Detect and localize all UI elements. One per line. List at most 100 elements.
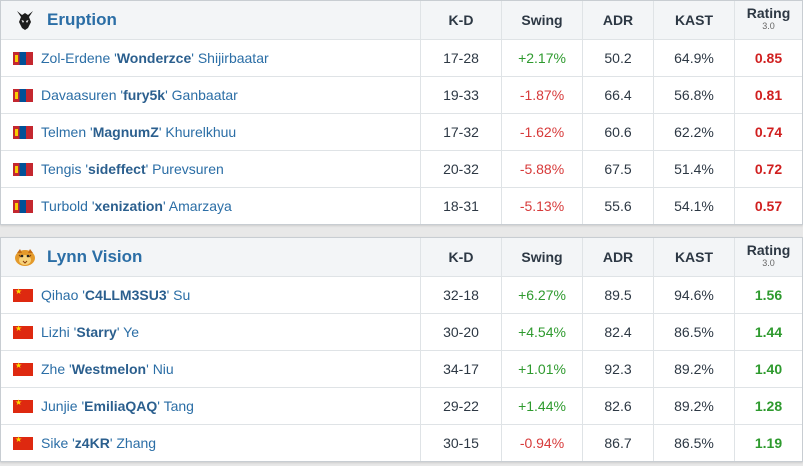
- player-last-name: Tang: [163, 398, 194, 414]
- player-nickname: MagnumZ: [92, 124, 159, 140]
- kast-value: 86.5%: [654, 314, 735, 350]
- player-cell: Turbold 'xenization' Amarzaya: [1, 188, 421, 224]
- skull-helmet-icon: [13, 8, 37, 32]
- table-row: Zhe 'Westmelon' Niu 34-17 +1.01% 92.3 89…: [1, 350, 802, 387]
- header-swing[interactable]: Swing: [502, 238, 583, 276]
- player-cell: Telmen 'MagnumZ' Khurelkhuu: [1, 114, 421, 150]
- header-kd[interactable]: K-D: [421, 1, 502, 39]
- header-swing[interactable]: Swing: [502, 1, 583, 39]
- table-row: Telmen 'MagnumZ' Khurelkhuu 17-32 -1.62%…: [1, 113, 802, 150]
- adr-value: 67.5: [583, 151, 654, 187]
- player-first-name: Tengis: [41, 161, 82, 177]
- player-name-link[interactable]: Zhe 'Westmelon' Niu: [41, 361, 174, 377]
- swing-value: +4.54%: [502, 314, 583, 350]
- swing-value: -5.88%: [502, 151, 583, 187]
- player-name-link[interactable]: Turbold 'xenization' Amarzaya: [41, 198, 232, 214]
- player-last-name: Purevsuren: [152, 161, 224, 177]
- header-adr[interactable]: ADR: [583, 1, 654, 39]
- player-last-name: Niu: [152, 361, 174, 377]
- player-first-name: Zol-Erdene: [41, 50, 111, 66]
- swing-value: +1.01%: [502, 351, 583, 387]
- player-nickname: Wonderzce: [116, 50, 192, 66]
- swing-value: +6.27%: [502, 277, 583, 313]
- kd-value: 29-22: [421, 388, 502, 424]
- adr-value: 82.6: [583, 388, 654, 424]
- mongolia-flag-icon: [13, 125, 33, 139]
- swing-value: -5.13%: [502, 188, 583, 224]
- player-name-link[interactable]: Telmen 'MagnumZ' Khurelkhuu: [41, 124, 237, 140]
- kast-value: 62.2%: [654, 114, 735, 150]
- rating-value: 1.56: [735, 277, 802, 313]
- header-kast[interactable]: KAST: [654, 238, 735, 276]
- kd-value: 17-32: [421, 114, 502, 150]
- player-cell: Zhe 'Westmelon' Niu: [1, 351, 421, 387]
- team-name[interactable]: Eruption: [47, 10, 117, 29]
- rating-number: 1.56: [754, 287, 783, 303]
- rating-number: 1.44: [754, 324, 783, 340]
- rating-value: 1.40: [735, 351, 802, 387]
- rating-value: 1.28: [735, 388, 802, 424]
- kd-value: 18-31: [421, 188, 502, 224]
- player-nickname: z4KR: [74, 435, 110, 451]
- kast-value: 94.6%: [654, 277, 735, 313]
- adr-value: 82.4: [583, 314, 654, 350]
- table-row: Tengis 'sideffect' Purevsuren 20-32 -5.8…: [1, 150, 802, 187]
- player-first-name: Sike: [41, 435, 69, 451]
- table-row: Qihao 'C4LLM3SU3' Su 32-18 +6.27% 89.5 9…: [1, 276, 802, 313]
- team-header[interactable]: Eruption: [1, 1, 421, 39]
- player-last-name: Ganbaatar: [171, 87, 238, 103]
- table-header: Lynn Vision K-D Swing ADR KAST Rating 3.…: [1, 238, 802, 276]
- player-nickname: Starry: [76, 324, 117, 340]
- swing-value: +1.44%: [502, 388, 583, 424]
- rating-version: 3.0: [762, 258, 775, 268]
- header-rating[interactable]: Rating 3.0: [735, 1, 802, 39]
- player-name-link[interactable]: Qihao 'C4LLM3SU3' Su: [41, 287, 191, 303]
- player-first-name: Junjie: [41, 398, 78, 414]
- china-flag-icon: [13, 287, 33, 302]
- header-kd[interactable]: K-D: [421, 238, 502, 276]
- table-row: Junjie 'EmiliaQAQ' Tang 29-22 +1.44% 82.…: [1, 387, 802, 424]
- rating-label: Rating: [746, 5, 791, 21]
- player-name-link[interactable]: Sike 'z4KR' Zhang: [41, 435, 157, 451]
- kd-value: 32-18: [421, 277, 502, 313]
- team-header[interactable]: Lynn Vision: [1, 238, 421, 276]
- swing-value: -1.62%: [502, 114, 583, 150]
- rating-label: Rating: [746, 242, 791, 258]
- kd-value: 30-20: [421, 314, 502, 350]
- player-name-link[interactable]: Tengis 'sideffect' Purevsuren: [41, 161, 224, 177]
- header-rating[interactable]: Rating 3.0: [735, 238, 802, 276]
- player-last-name: Amarzaya: [168, 198, 232, 214]
- rating-number: 0.85: [754, 50, 783, 66]
- rating-value: 0.85: [735, 40, 802, 76]
- player-last-name: Shijirbaatar: [197, 50, 269, 66]
- player-name-link[interactable]: Zol-Erdene 'Wonderzce' Shijirbaatar: [41, 50, 269, 66]
- player-last-name: Ye: [123, 324, 139, 340]
- rating-number: 1.19: [754, 435, 783, 451]
- header-adr[interactable]: ADR: [583, 238, 654, 276]
- player-name-link[interactable]: Lizhi 'Starry' Ye: [41, 324, 139, 340]
- rating-value: 0.81: [735, 77, 802, 113]
- mongolia-flag-icon: [13, 199, 33, 213]
- mongolia-flag-icon: [13, 51, 33, 65]
- kd-value: 30-15: [421, 425, 502, 461]
- rating-number: 0.57: [754, 198, 783, 214]
- player-nickname: sideffect: [88, 161, 146, 177]
- adr-value: 50.2: [583, 40, 654, 76]
- rating-value: 1.44: [735, 314, 802, 350]
- rating-version: 3.0: [762, 21, 775, 31]
- player-cell: Tengis 'sideffect' Purevsuren: [1, 151, 421, 187]
- tiger-icon: [13, 245, 37, 269]
- player-nickname: fury5k: [123, 87, 166, 103]
- team-name[interactable]: Lynn Vision: [47, 247, 143, 266]
- rating-value: 0.74: [735, 114, 802, 150]
- player-name-link[interactable]: Junjie 'EmiliaQAQ' Tang: [41, 398, 194, 414]
- mongolia-flag-icon: [13, 88, 33, 102]
- player-name-link[interactable]: Davaasuren 'fury5k' Ganbaatar: [41, 87, 238, 103]
- player-cell: Sike 'z4KR' Zhang: [1, 425, 421, 461]
- rating-value: 1.19: [735, 425, 802, 461]
- adr-value: 60.6: [583, 114, 654, 150]
- rating-value: 0.57: [735, 188, 802, 224]
- header-kast[interactable]: KAST: [654, 1, 735, 39]
- rating-number: 0.74: [754, 124, 783, 140]
- kast-value: 89.2%: [654, 388, 735, 424]
